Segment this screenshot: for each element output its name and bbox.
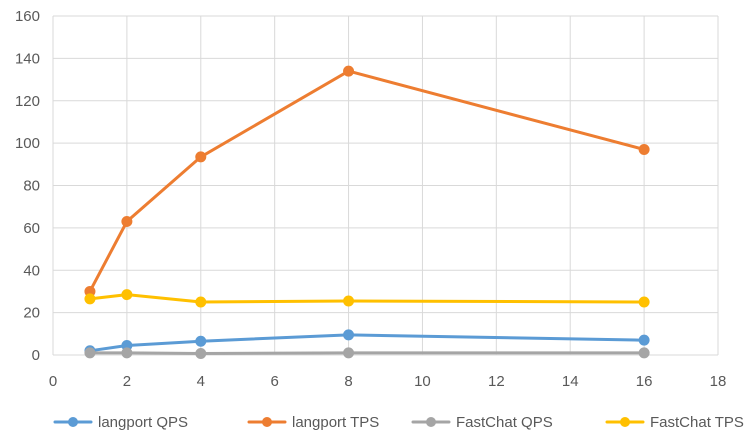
- data-point: [121, 289, 133, 301]
- chart-axes: 0 20 40 60 80 100 120 140 160 0 2 4 6 8 10 12 14 16 18: [15, 8, 726, 390]
- x-tick-label: 14: [562, 373, 579, 390]
- y-tick-label: 80: [23, 178, 40, 195]
- data-point: [195, 335, 207, 347]
- chart-grid: [52, 15, 719, 356]
- data-point: [343, 65, 355, 77]
- x-tick-label: 10: [414, 373, 431, 390]
- data-point: [195, 151, 207, 163]
- y-tick-label: 40: [23, 262, 40, 279]
- y-tick-label: 140: [15, 50, 40, 67]
- x-tick-label: 16: [636, 373, 653, 390]
- y-tick-label: 20: [23, 305, 40, 322]
- data-point: [638, 296, 650, 308]
- x-tick-label: 0: [49, 373, 57, 390]
- y-tick-label: 120: [15, 93, 40, 110]
- legend-item: FastChat QPS: [411, 414, 553, 431]
- series-line-2: [88, 351, 646, 355]
- y-tick-label: 100: [15, 135, 40, 152]
- data-point: [638, 347, 650, 359]
- data-point: [195, 348, 207, 360]
- data-point: [638, 334, 650, 346]
- chart-series: [84, 65, 650, 360]
- legend-swatch-marker: [68, 417, 78, 427]
- legend-item: langport QPS: [53, 414, 188, 431]
- series-line-0: [88, 333, 646, 353]
- x-tick-label: 12: [488, 373, 505, 390]
- series-line-3: [88, 293, 646, 304]
- data-point: [84, 293, 96, 305]
- data-point: [195, 296, 207, 308]
- legend-swatch-marker: [426, 417, 436, 427]
- data-point: [84, 347, 96, 359]
- chart-legend: langport QPS langport TPS FastChat QPS Fast…: [53, 414, 744, 431]
- series-line-1: [88, 69, 646, 293]
- legend-label: FastChat QPS: [456, 414, 553, 431]
- data-point: [343, 347, 355, 359]
- legend-swatch-marker: [262, 417, 272, 427]
- x-tick-label: 6: [270, 373, 278, 390]
- y-tick-label: 60: [23, 220, 40, 237]
- data-point: [638, 143, 650, 155]
- legend-label: FastChat TPS: [650, 414, 744, 431]
- data-point: [121, 347, 133, 359]
- x-tick-label: 2: [123, 373, 131, 390]
- x-tick-label: 8: [344, 373, 352, 390]
- data-point: [121, 216, 133, 228]
- data-point: [343, 295, 355, 307]
- x-tick-label: 18: [710, 373, 727, 390]
- legend-label: langport QPS: [98, 414, 188, 431]
- legend-item: langport TPS: [247, 414, 379, 431]
- legend-item: FastChat TPS: [605, 414, 744, 431]
- legend-swatch-marker: [620, 417, 630, 427]
- y-tick-label: 0: [32, 347, 40, 364]
- legend-label: langport TPS: [292, 414, 379, 431]
- x-tick-label: 4: [197, 373, 205, 390]
- data-point: [343, 329, 355, 341]
- y-tick-label: 160: [15, 8, 40, 25]
